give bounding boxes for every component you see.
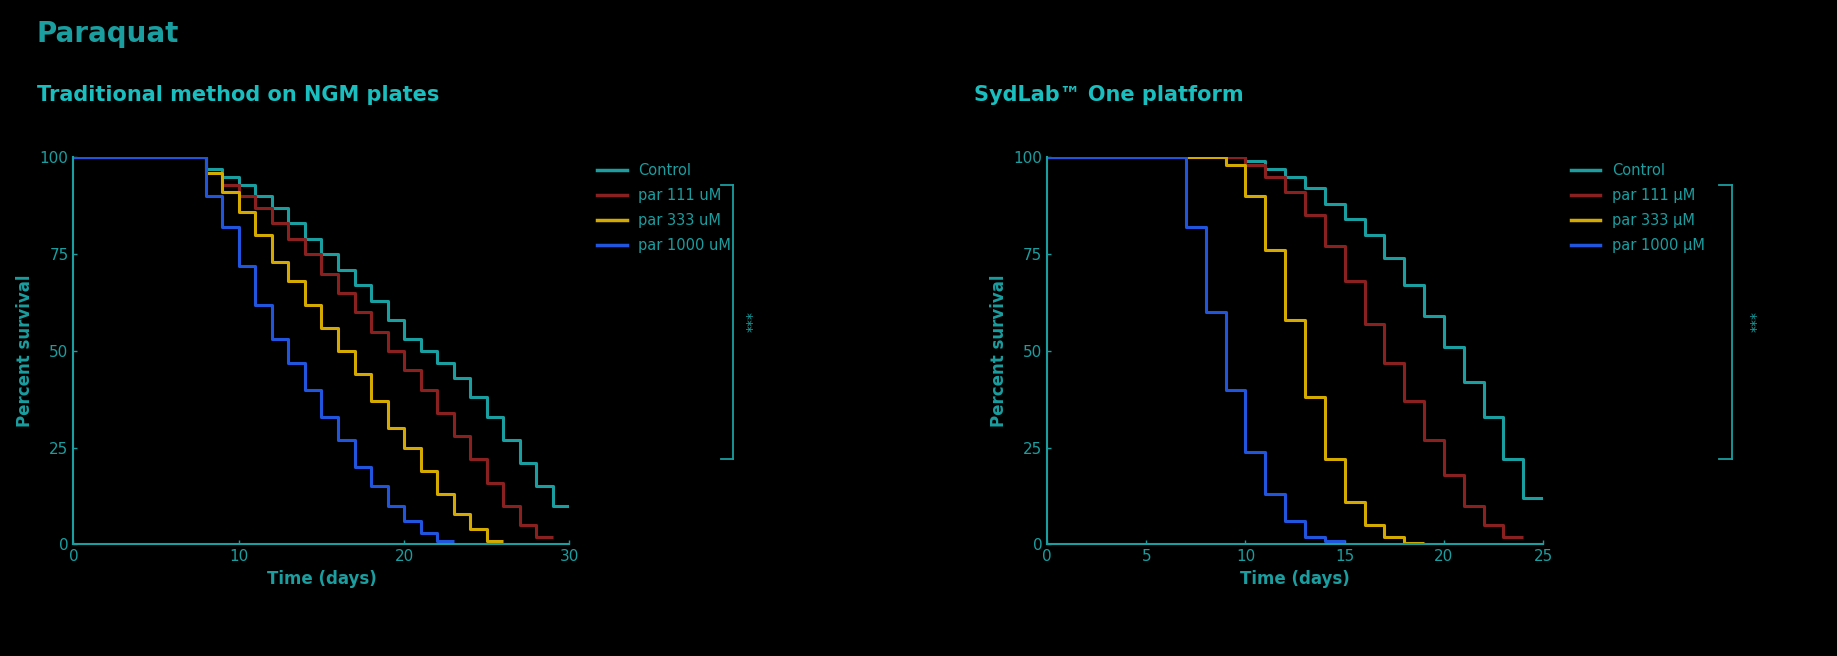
Text: Traditional method on NGM plates: Traditional method on NGM plates — [37, 85, 439, 105]
Legend: Control, par 111 μM, par 333 μM, par 1000 μM: Control, par 111 μM, par 333 μM, par 100… — [1565, 157, 1710, 259]
Y-axis label: Percent survival: Percent survival — [990, 275, 1009, 427]
Text: ***: *** — [1749, 312, 1764, 333]
X-axis label: Time (days): Time (days) — [266, 570, 377, 588]
Y-axis label: Percent survival: Percent survival — [17, 275, 35, 427]
X-axis label: Time (days): Time (days) — [1240, 570, 1350, 588]
Legend: Control, par 111 uM, par 333 uM, par 1000 uM: Control, par 111 uM, par 333 uM, par 100… — [592, 157, 737, 259]
Text: Paraquat: Paraquat — [37, 20, 180, 48]
Text: SydLab™ One platform: SydLab™ One platform — [974, 85, 1244, 105]
Text: ***: *** — [746, 312, 761, 333]
